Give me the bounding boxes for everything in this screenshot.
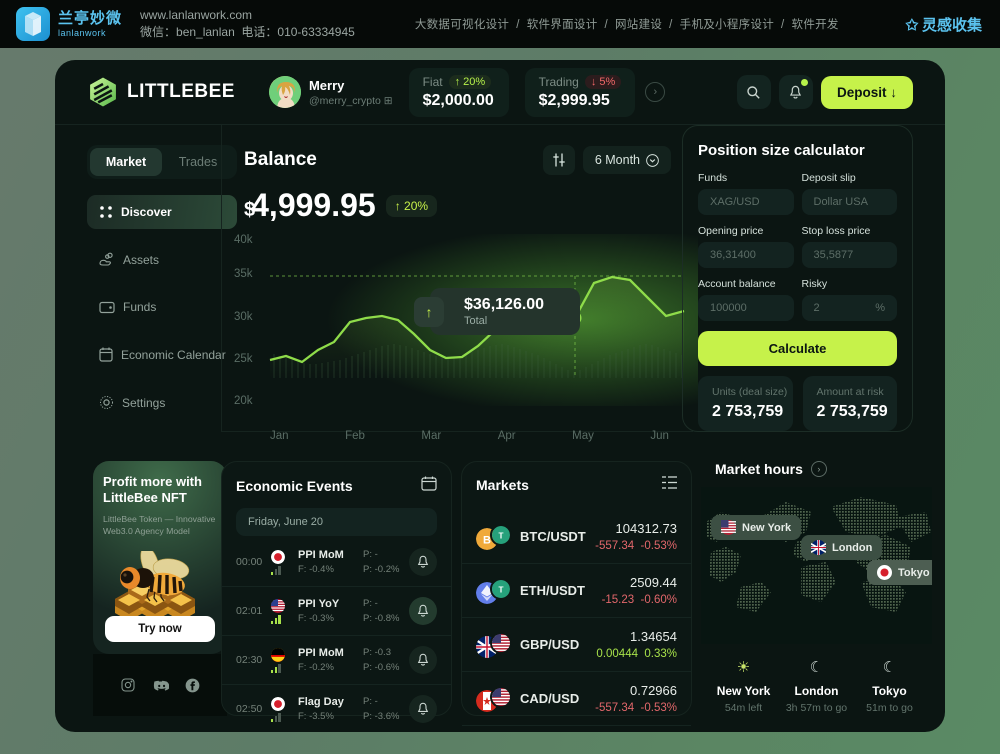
- svg-text:T: T: [499, 585, 504, 594]
- svg-text:T: T: [499, 531, 504, 540]
